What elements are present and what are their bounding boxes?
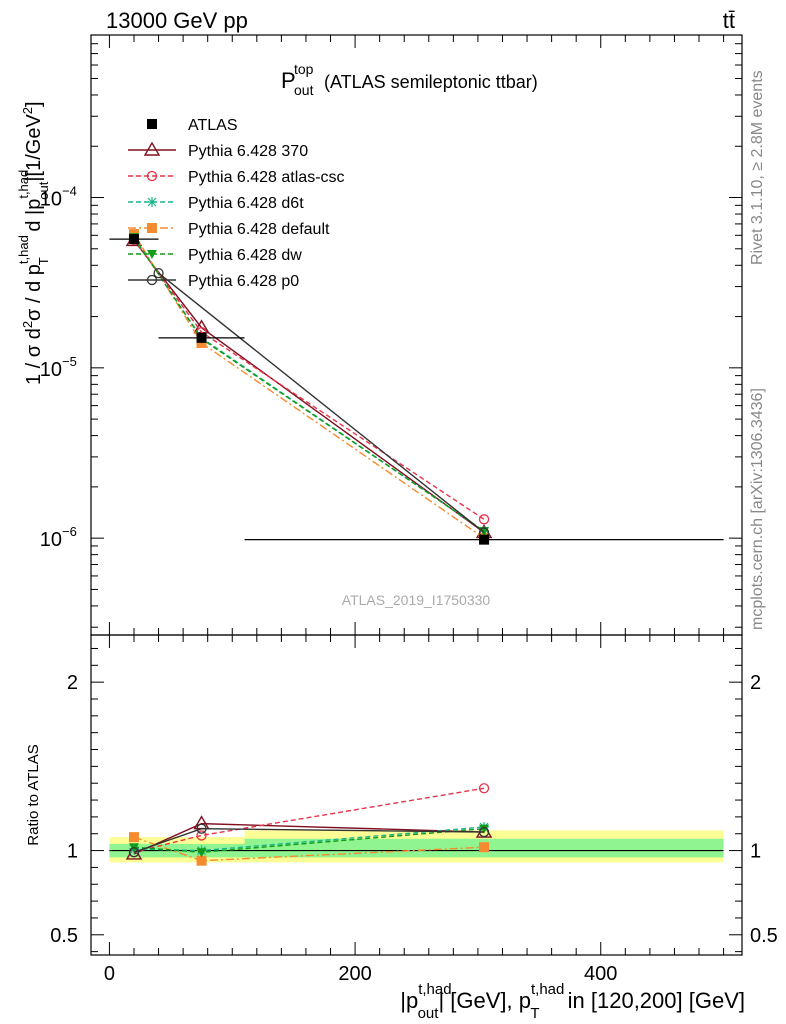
ratio-bands xyxy=(109,830,724,863)
ratio-point xyxy=(479,842,490,853)
legend-label: Pythia 6.428 dw xyxy=(188,247,302,264)
y-tick-label: 10 xyxy=(40,529,62,551)
ratio-point xyxy=(196,823,207,834)
y-tick-label-exp: −5 xyxy=(62,354,77,369)
legend-label: Pythia 6.428 d6t xyxy=(188,195,304,212)
x-tick-label: 400 xyxy=(584,963,617,985)
ratio-panel: 0.5 0.5 1 1 2 2 0 200 400 Ratio to ATLAS |pt,ha… xyxy=(25,634,778,1022)
series-line xyxy=(133,237,485,532)
plot-title-sup: top xyxy=(294,61,314,77)
legend-label: Pythia 6.428 default xyxy=(188,221,330,238)
ratio-series xyxy=(125,783,493,866)
energy-label: 13000 GeV pp xyxy=(106,8,248,33)
series-atlas xyxy=(109,234,724,545)
ratio-point xyxy=(196,855,207,866)
series-line xyxy=(133,233,485,539)
ratio-y-tick-label-right: 0.5 xyxy=(750,925,778,947)
series-pythia-6-428-d6t xyxy=(128,232,490,537)
ratio-point xyxy=(478,826,490,838)
legend-entry: Pythia 6.428 atlas-csc xyxy=(128,169,345,186)
analysis-id: ATLAS_2019_I1750330 xyxy=(342,592,491,608)
ratio-line xyxy=(133,787,485,853)
main-panel: 10−610−510−4 P top out (ATLAS semilepton… xyxy=(16,34,743,636)
series-line xyxy=(158,272,485,534)
series-line xyxy=(133,239,485,534)
data-point xyxy=(479,534,490,545)
ratio-frame xyxy=(90,634,743,956)
ratio-y-ticks: 0.5 0.5 1 1 2 2 xyxy=(50,647,778,953)
legend-label: Pythia 6.428 p0 xyxy=(188,273,299,290)
ratio-point xyxy=(196,830,207,841)
series-pythia-6-428-dw xyxy=(128,233,490,537)
ratio-series-pythia-6-428-p0 xyxy=(128,823,490,858)
legend-entry: Pythia 6.428 p0 xyxy=(128,273,299,290)
ratio-ylabel: Ratio to ATLAS xyxy=(25,744,42,845)
legend-entry: Pythia 6.428 default xyxy=(128,221,330,238)
legend-entry: Pythia 6.428 370 xyxy=(128,141,308,160)
legend-entry: Pythia 6.428 d6t xyxy=(128,195,304,212)
legend-marker xyxy=(147,250,157,259)
ratio-y-tick-label-right: 1 xyxy=(750,841,761,863)
main-ylabel: 1 / σ d2σ / d pt,had T d |pt,had out|[1/Ge… xyxy=(16,101,51,385)
y-tick-label: 10 xyxy=(40,189,62,211)
mcplots-label: mcplots.cern.ch [arXiv:1306.3436] xyxy=(749,388,766,630)
ratio-y-tick-label: 1 xyxy=(67,841,78,863)
ratio-point xyxy=(479,824,490,834)
legend-label: Pythia 6.428 370 xyxy=(188,143,308,160)
legend-marker xyxy=(147,223,157,233)
ratio-y-tick-label-right: 2 xyxy=(750,672,761,694)
main-x-ticks xyxy=(108,35,725,635)
plot-title: P xyxy=(281,68,296,93)
y-tick-label: 10 xyxy=(40,359,62,381)
series-pythia-6-428-atlas-csc xyxy=(128,234,490,525)
ratio-point xyxy=(193,815,210,830)
legend-entry: Pythia 6.428 dw xyxy=(128,247,302,264)
main-y-ticks: 10−610−510−4 xyxy=(40,43,742,628)
series-line xyxy=(133,236,485,532)
data-point xyxy=(478,514,490,525)
series-line xyxy=(133,239,485,520)
ratio-x-ticks: 0 200 400 xyxy=(104,635,725,985)
x-tick-label: 200 xyxy=(338,963,371,985)
data-point xyxy=(153,267,164,279)
legend-marker xyxy=(146,274,158,286)
plot-title-rest: (ATLAS semileptonic ttbar) xyxy=(324,72,538,92)
rivet-label: Rivet 3.1.10, ≥ 2.8M events xyxy=(749,70,766,265)
legend-entry: ATLAS xyxy=(147,117,238,134)
ratio-y-tick-label: 0.5 xyxy=(50,925,78,947)
legend-label: ATLAS xyxy=(188,117,238,134)
legend-marker xyxy=(143,141,161,156)
process-label: tt̄ xyxy=(723,8,735,33)
series-pythia-6-428-p0 xyxy=(153,267,490,538)
x-tick-label: 0 xyxy=(104,963,115,985)
ratio-line xyxy=(133,827,485,853)
data-point xyxy=(196,332,207,343)
y-tick-label-exp: −4 xyxy=(62,184,77,199)
legend: ATLAS Pythia 6.428 370 Pythia 6.428 atlas-… xyxy=(128,117,345,290)
legend-label: Pythia 6.428 atlas-csc xyxy=(188,169,345,186)
ratio-point xyxy=(196,848,207,858)
ratio-point xyxy=(478,783,490,794)
legend-marker xyxy=(147,197,157,207)
ratio-point xyxy=(128,847,140,858)
data-point xyxy=(128,234,139,245)
legend-marker xyxy=(147,119,157,129)
ratio-xlabel: |pt,had out| [GeV], pt,had T in [120,200] … xyxy=(400,981,745,1022)
main-series xyxy=(109,229,724,545)
plot-title-sub: out xyxy=(294,82,314,98)
legend-marker xyxy=(146,170,158,182)
uncertainty-band-green xyxy=(109,838,724,858)
series-pythia-6-428-default xyxy=(128,229,490,544)
y-tick-label-exp: −6 xyxy=(62,524,77,539)
series-pythia-6-428-370 xyxy=(125,232,493,539)
ratio-y-tick-label: 2 xyxy=(67,672,78,694)
ratio-point xyxy=(128,832,139,843)
